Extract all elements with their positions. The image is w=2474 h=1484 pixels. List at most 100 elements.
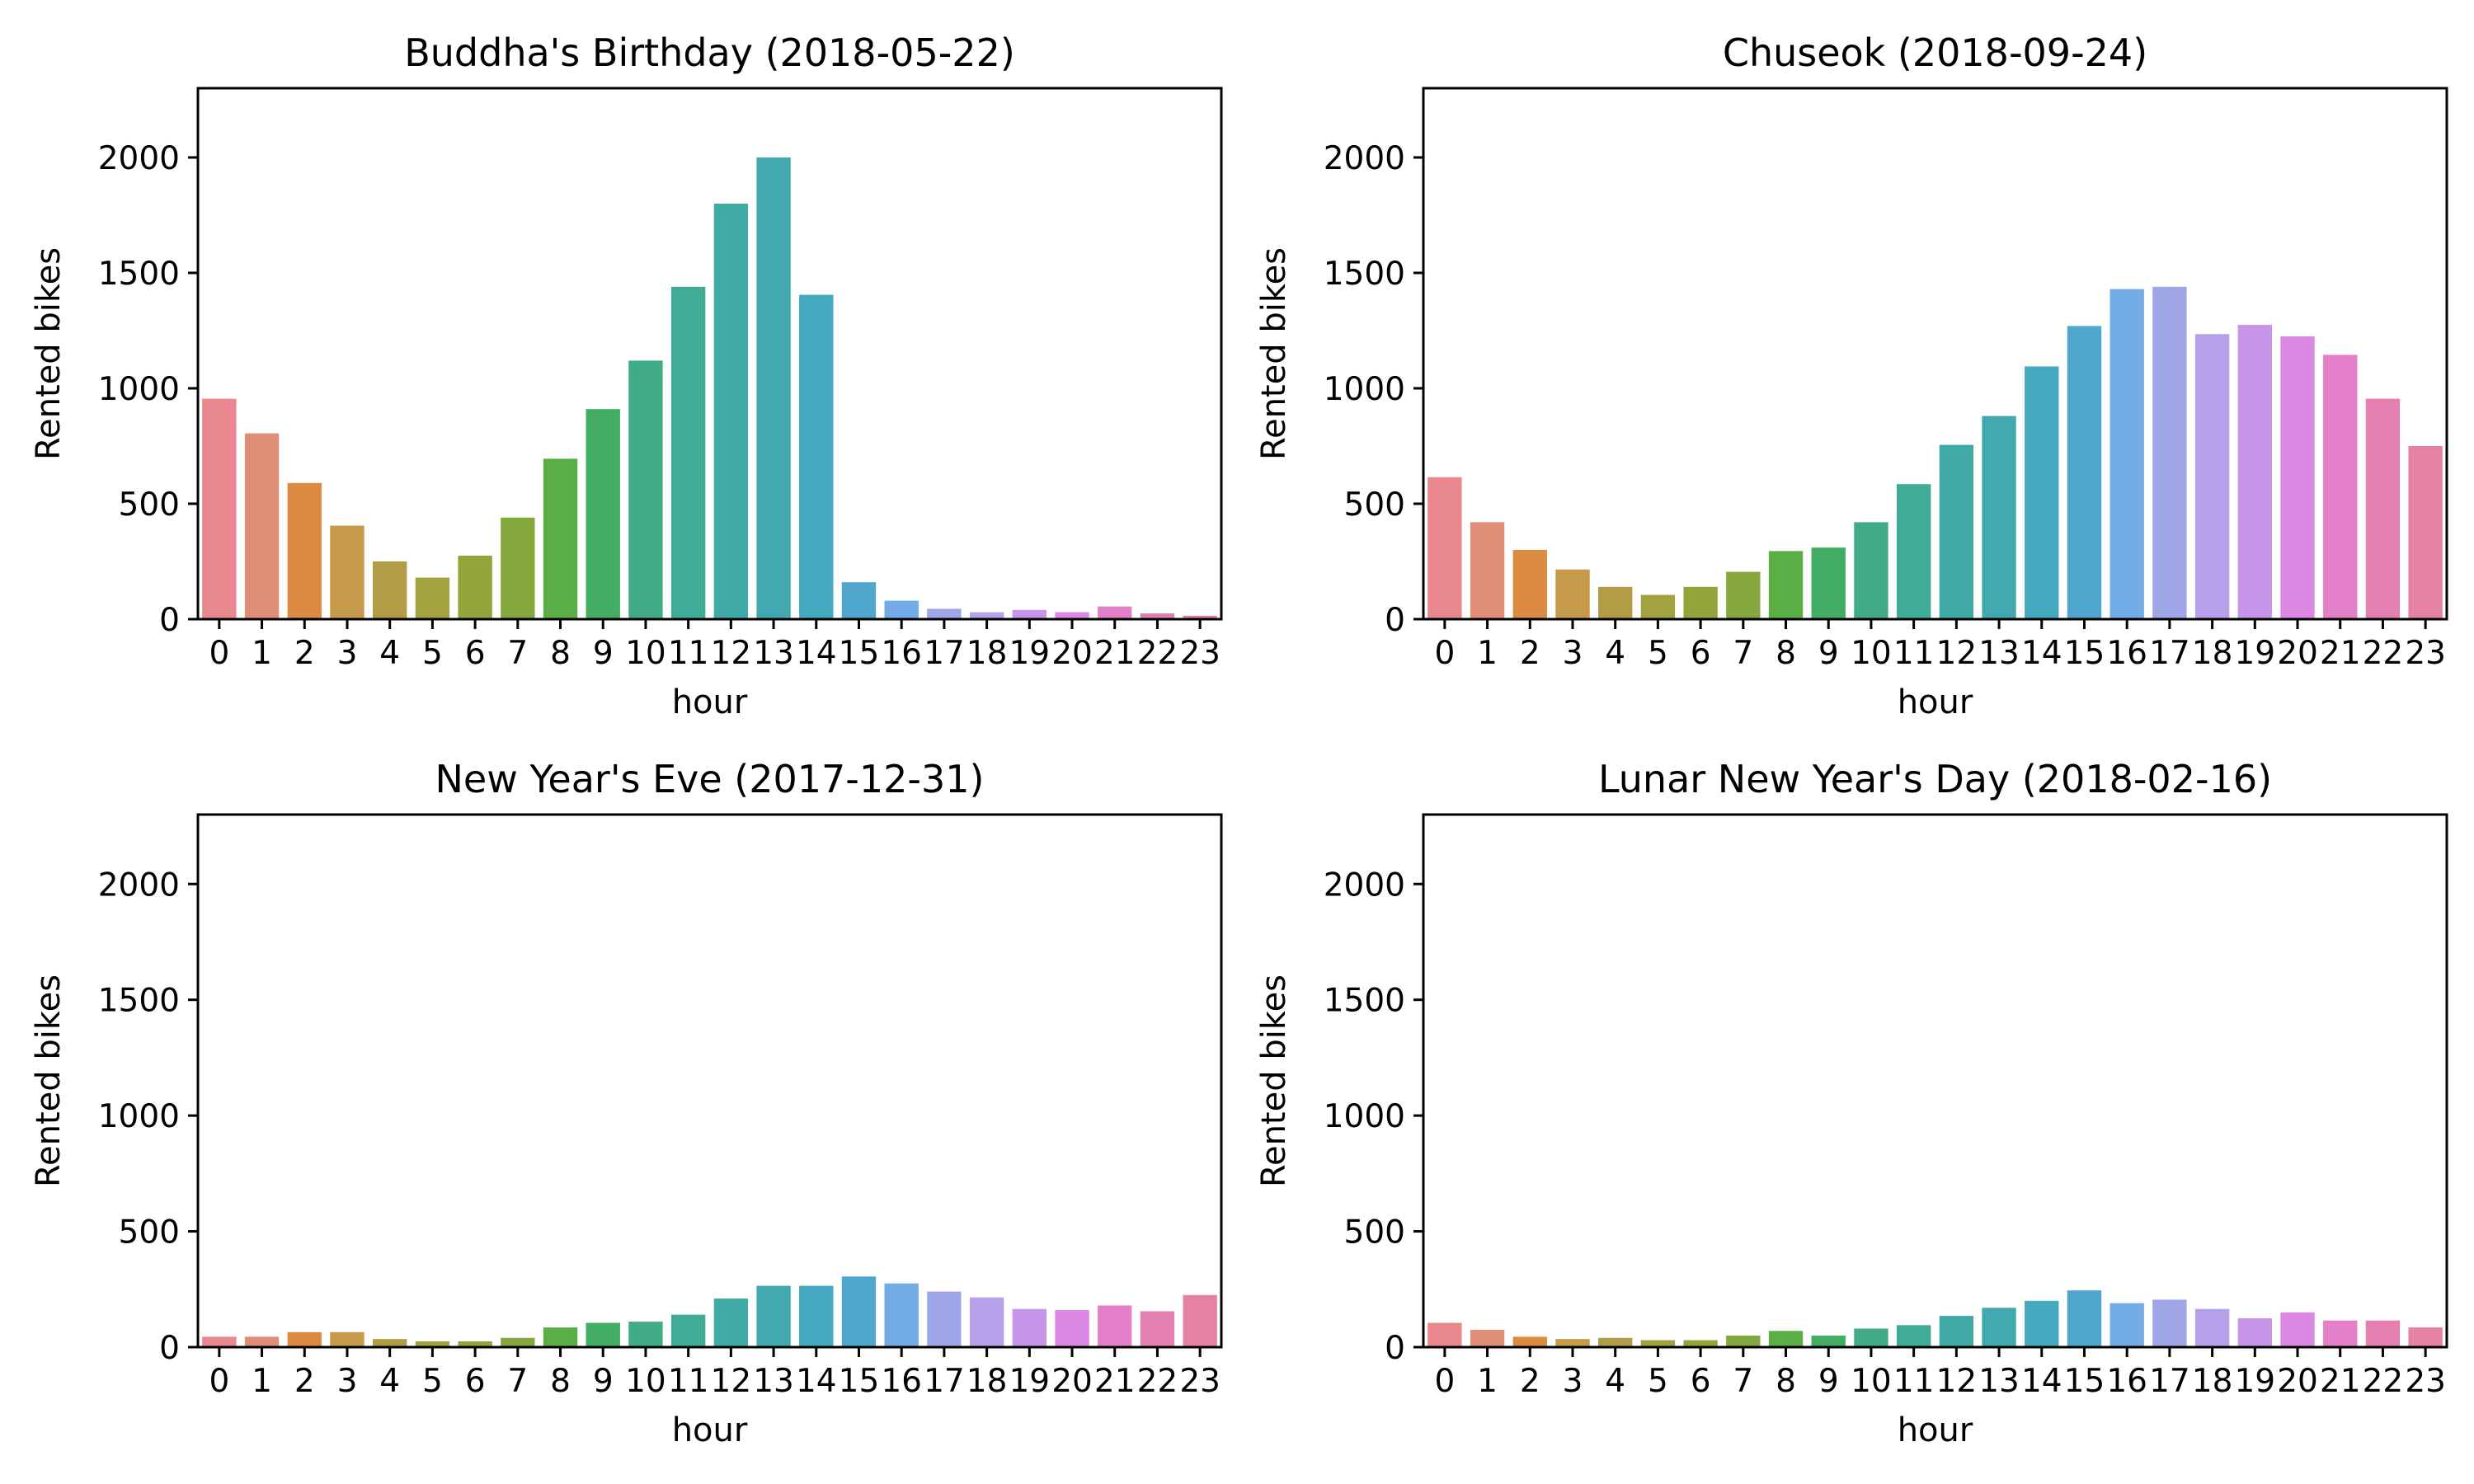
bar-18 [969,1297,1004,1347]
x-tick-label: 8 [550,1363,571,1400]
bar-15 [841,1276,877,1347]
x-tick-label: 17 [2149,635,2190,672]
bar-11 [670,1314,706,1347]
x-tick-label: 14 [796,635,837,672]
x-axis-label: hour [1898,683,1973,721]
plot-frame [196,813,1223,1349]
x-tick-label: 21 [2320,635,2361,672]
x-tick-label: 23 [2405,635,2446,672]
x-tick-label: 8 [1776,1363,1796,1400]
x-tick-label: 23 [1179,1363,1221,1400]
x-tick-label: 8 [550,635,571,672]
bar-17 [927,608,962,619]
y-axis-label: Rented bikes [1255,247,1293,460]
bar-15 [841,582,877,619]
bar-23 [2408,446,2443,619]
x-tick-label: 7 [507,635,528,672]
x-tick-label: 9 [593,635,614,672]
y-tick-label: 1500 [98,256,180,293]
bar-7 [501,1337,535,1347]
y-tick-label: 1500 [1324,256,1405,293]
bar-4 [373,561,407,619]
bar-5 [415,1341,450,1347]
x-tick-label: 18 [967,635,1008,672]
x-tick-label: 9 [1818,1363,1839,1400]
x-tick-label: 6 [1691,1363,1711,1400]
x-tick-label: 21 [1094,635,1136,672]
bar-6 [458,1341,492,1347]
x-tick-label: 22 [2363,1363,2404,1400]
bar-6 [1683,1340,1718,1347]
bar-19 [1012,1308,1047,1347]
x-tick-label: 12 [1936,635,1978,672]
chart-title: Buddha's Birthday (2018-05-22) [404,31,1015,75]
x-tick-label: 18 [2192,1363,2233,1400]
x-tick-label: 0 [1434,635,1455,672]
bar-0 [1427,1322,1462,1347]
bar-10 [1854,522,1888,619]
bar-18 [2194,334,2230,619]
y-axis-label: Rented bikes [30,974,68,1187]
x-tick-label: 9 [593,1363,614,1400]
chart-title: Chuseok (2018-09-24) [1723,31,2147,75]
y-tick-label: 1000 [1324,1098,1405,1135]
x-tick-label: 15 [2064,1363,2105,1400]
bar-15 [2067,1290,2102,1347]
x-axis-label: hour [672,683,748,721]
x-tick-label: 10 [1851,635,1892,672]
x-tick-label: 17 [924,635,965,672]
y-tick-label: 1500 [98,983,180,1020]
x-tick-label: 19 [2234,1363,2275,1400]
x-tick-label: 8 [1776,635,1796,672]
bar-11 [670,286,706,619]
x-tick-label: 4 [1605,635,1625,672]
bar-22 [1140,613,1175,619]
x-tick-label: 14 [2021,635,2062,672]
bar-0 [202,1336,237,1347]
bar-3 [330,1331,365,1347]
x-tick-label: 9 [1818,635,1839,672]
x-tick-label: 2 [1520,1363,1540,1400]
bar-21 [2323,355,2358,619]
bar-15 [2067,326,2102,619]
y-tick-label: 1500 [1324,983,1405,1020]
bar-6 [458,556,492,619]
x-tick-label: 3 [1563,635,1583,672]
x-tick-label: 4 [379,635,400,672]
x-tick-label: 21 [2320,1363,2361,1400]
y-tick-label: 500 [119,1214,180,1252]
x-tick-label: 10 [1851,1363,1892,1400]
bar-13 [1982,1308,2016,1347]
bar-14 [2025,1300,2059,1347]
y-tick-label: 1000 [1324,371,1405,408]
y-tick-label: 0 [159,1330,180,1367]
bar-4 [373,1339,407,1347]
x-tick-label: 19 [1009,635,1050,672]
bar-7 [501,517,535,619]
x-tick-label: 0 [209,1363,229,1400]
x-tick-label: 16 [881,1363,922,1400]
y-tick-label: 2000 [98,866,180,904]
x-tick-label: 19 [2234,635,2275,672]
y-tick-label: 2000 [98,140,180,177]
x-tick-label: 10 [625,1363,666,1400]
y-tick-label: 0 [159,602,180,639]
x-tick-label: 15 [839,635,880,672]
x-tick-label: 12 [711,635,752,672]
bar-9 [1811,1335,1846,1347]
x-tick-label: 20 [2277,635,2318,672]
bar-0 [202,398,237,619]
x-tick-label: 3 [337,1363,358,1400]
x-tick-label: 12 [1936,1363,1978,1400]
bar-0 [1427,477,1462,619]
bar-2 [1512,550,1547,619]
bar-5 [1640,594,1676,619]
x-tick-label: 10 [625,635,666,672]
bar-2 [1512,1336,1547,1347]
bar-21 [2323,1320,2358,1347]
chart-title: New Year's Eve (2017-12-31) [435,757,984,801]
x-tick-label: 11 [1893,635,1935,672]
bar-11 [1896,1325,1931,1347]
